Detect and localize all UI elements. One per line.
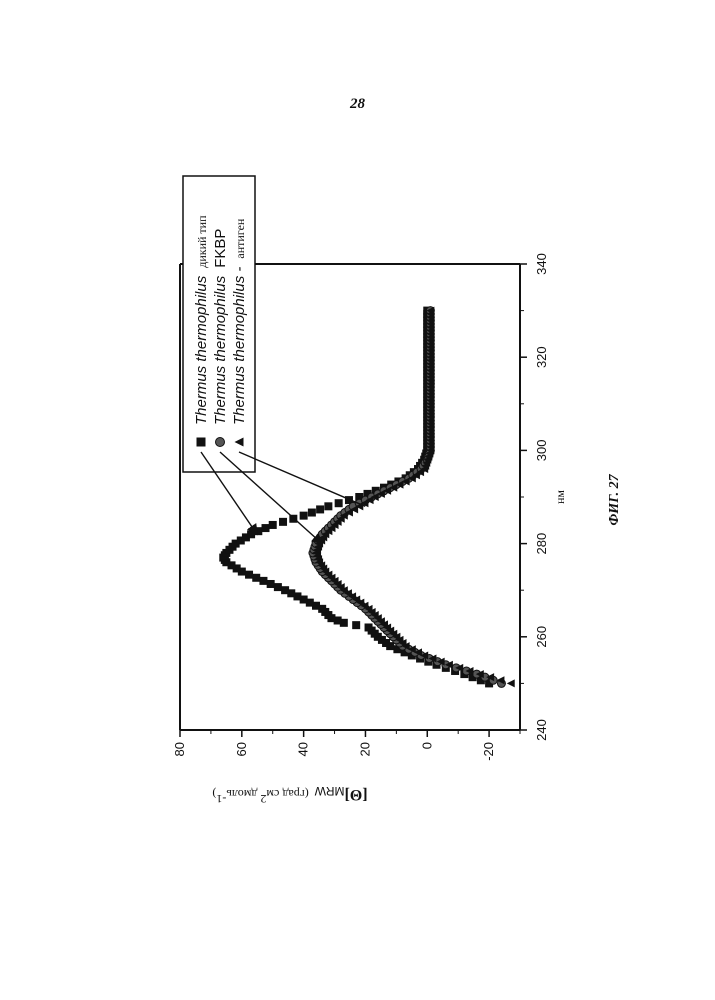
x-tick-label: 260	[534, 626, 549, 648]
data-point	[247, 530, 255, 538]
y-tick-label: 0	[419, 742, 434, 749]
y-axis-label-sub: MRW	[314, 784, 344, 798]
legend-entry-3-suffix: антиген	[233, 218, 247, 259]
legend-entry-3-name: Thermus thermophilus -	[231, 267, 248, 425]
x-tick-label: 240	[534, 719, 549, 741]
y-tick-label: -20	[481, 742, 496, 761]
legend-entry-1-name: Thermus thermophilus	[193, 275, 210, 425]
data-point	[281, 586, 289, 594]
y-axis-label-units-mid: дмоль	[226, 787, 261, 801]
data-point	[252, 574, 260, 582]
y-axis-label-symbol: [Θ]	[344, 786, 367, 803]
y-tick-label: 20	[357, 742, 372, 756]
data-point	[279, 518, 287, 526]
data-point	[300, 512, 308, 520]
data-point	[259, 577, 267, 585]
y-tick-label: 60	[234, 742, 249, 756]
series-2	[309, 307, 506, 688]
data-point	[352, 621, 360, 629]
y-axis-label-sup2: -1	[216, 792, 226, 806]
legend-entry-2-suffix: FKBP	[212, 229, 229, 268]
data-point	[274, 583, 282, 591]
legend-entry-2-name: Thermus thermophilus	[212, 275, 229, 425]
legend: Thermus thermophilus дикий тип Thermus t…	[183, 176, 255, 472]
figure-caption: ФИГ. 27	[607, 473, 622, 525]
series-1	[219, 307, 493, 688]
x-tick-label: 320	[534, 346, 549, 368]
data-point	[262, 524, 270, 532]
x-axis-label: нм	[553, 490, 567, 504]
series-layer	[219, 307, 514, 688]
y-tick-label: 40	[296, 742, 311, 756]
data-point	[365, 623, 373, 631]
data-point	[267, 580, 275, 588]
data-point	[308, 509, 316, 517]
x-tick-label: 340	[534, 253, 549, 275]
arrow-3	[239, 452, 365, 506]
data-point	[245, 571, 253, 579]
y-tick-label: 80	[172, 742, 187, 756]
data-point	[335, 499, 343, 507]
legend-marker-1	[197, 438, 206, 447]
legend-entry-3: Thermus thermophilus - антиген	[231, 218, 248, 425]
y-axis-label-units: (град см	[266, 787, 309, 801]
legend-entry-1-suffix: дикий тип	[195, 215, 209, 268]
y-axis-label: [Θ]MRW(град см2 дмоль-1)	[212, 784, 367, 806]
legend-marker-2	[216, 438, 225, 447]
x-tick-label: 300	[534, 440, 549, 462]
legend-entry-1: Thermus thermophilus дикий тип	[193, 215, 210, 425]
data-point	[324, 502, 332, 510]
data-point	[507, 679, 515, 687]
y-axis-label-units-end: )	[212, 787, 216, 801]
data-point	[316, 505, 324, 513]
x-tick-label: 280	[534, 533, 549, 555]
legend-entry-2: Thermus thermophilus FKBP	[212, 229, 229, 425]
data-point	[269, 521, 277, 529]
